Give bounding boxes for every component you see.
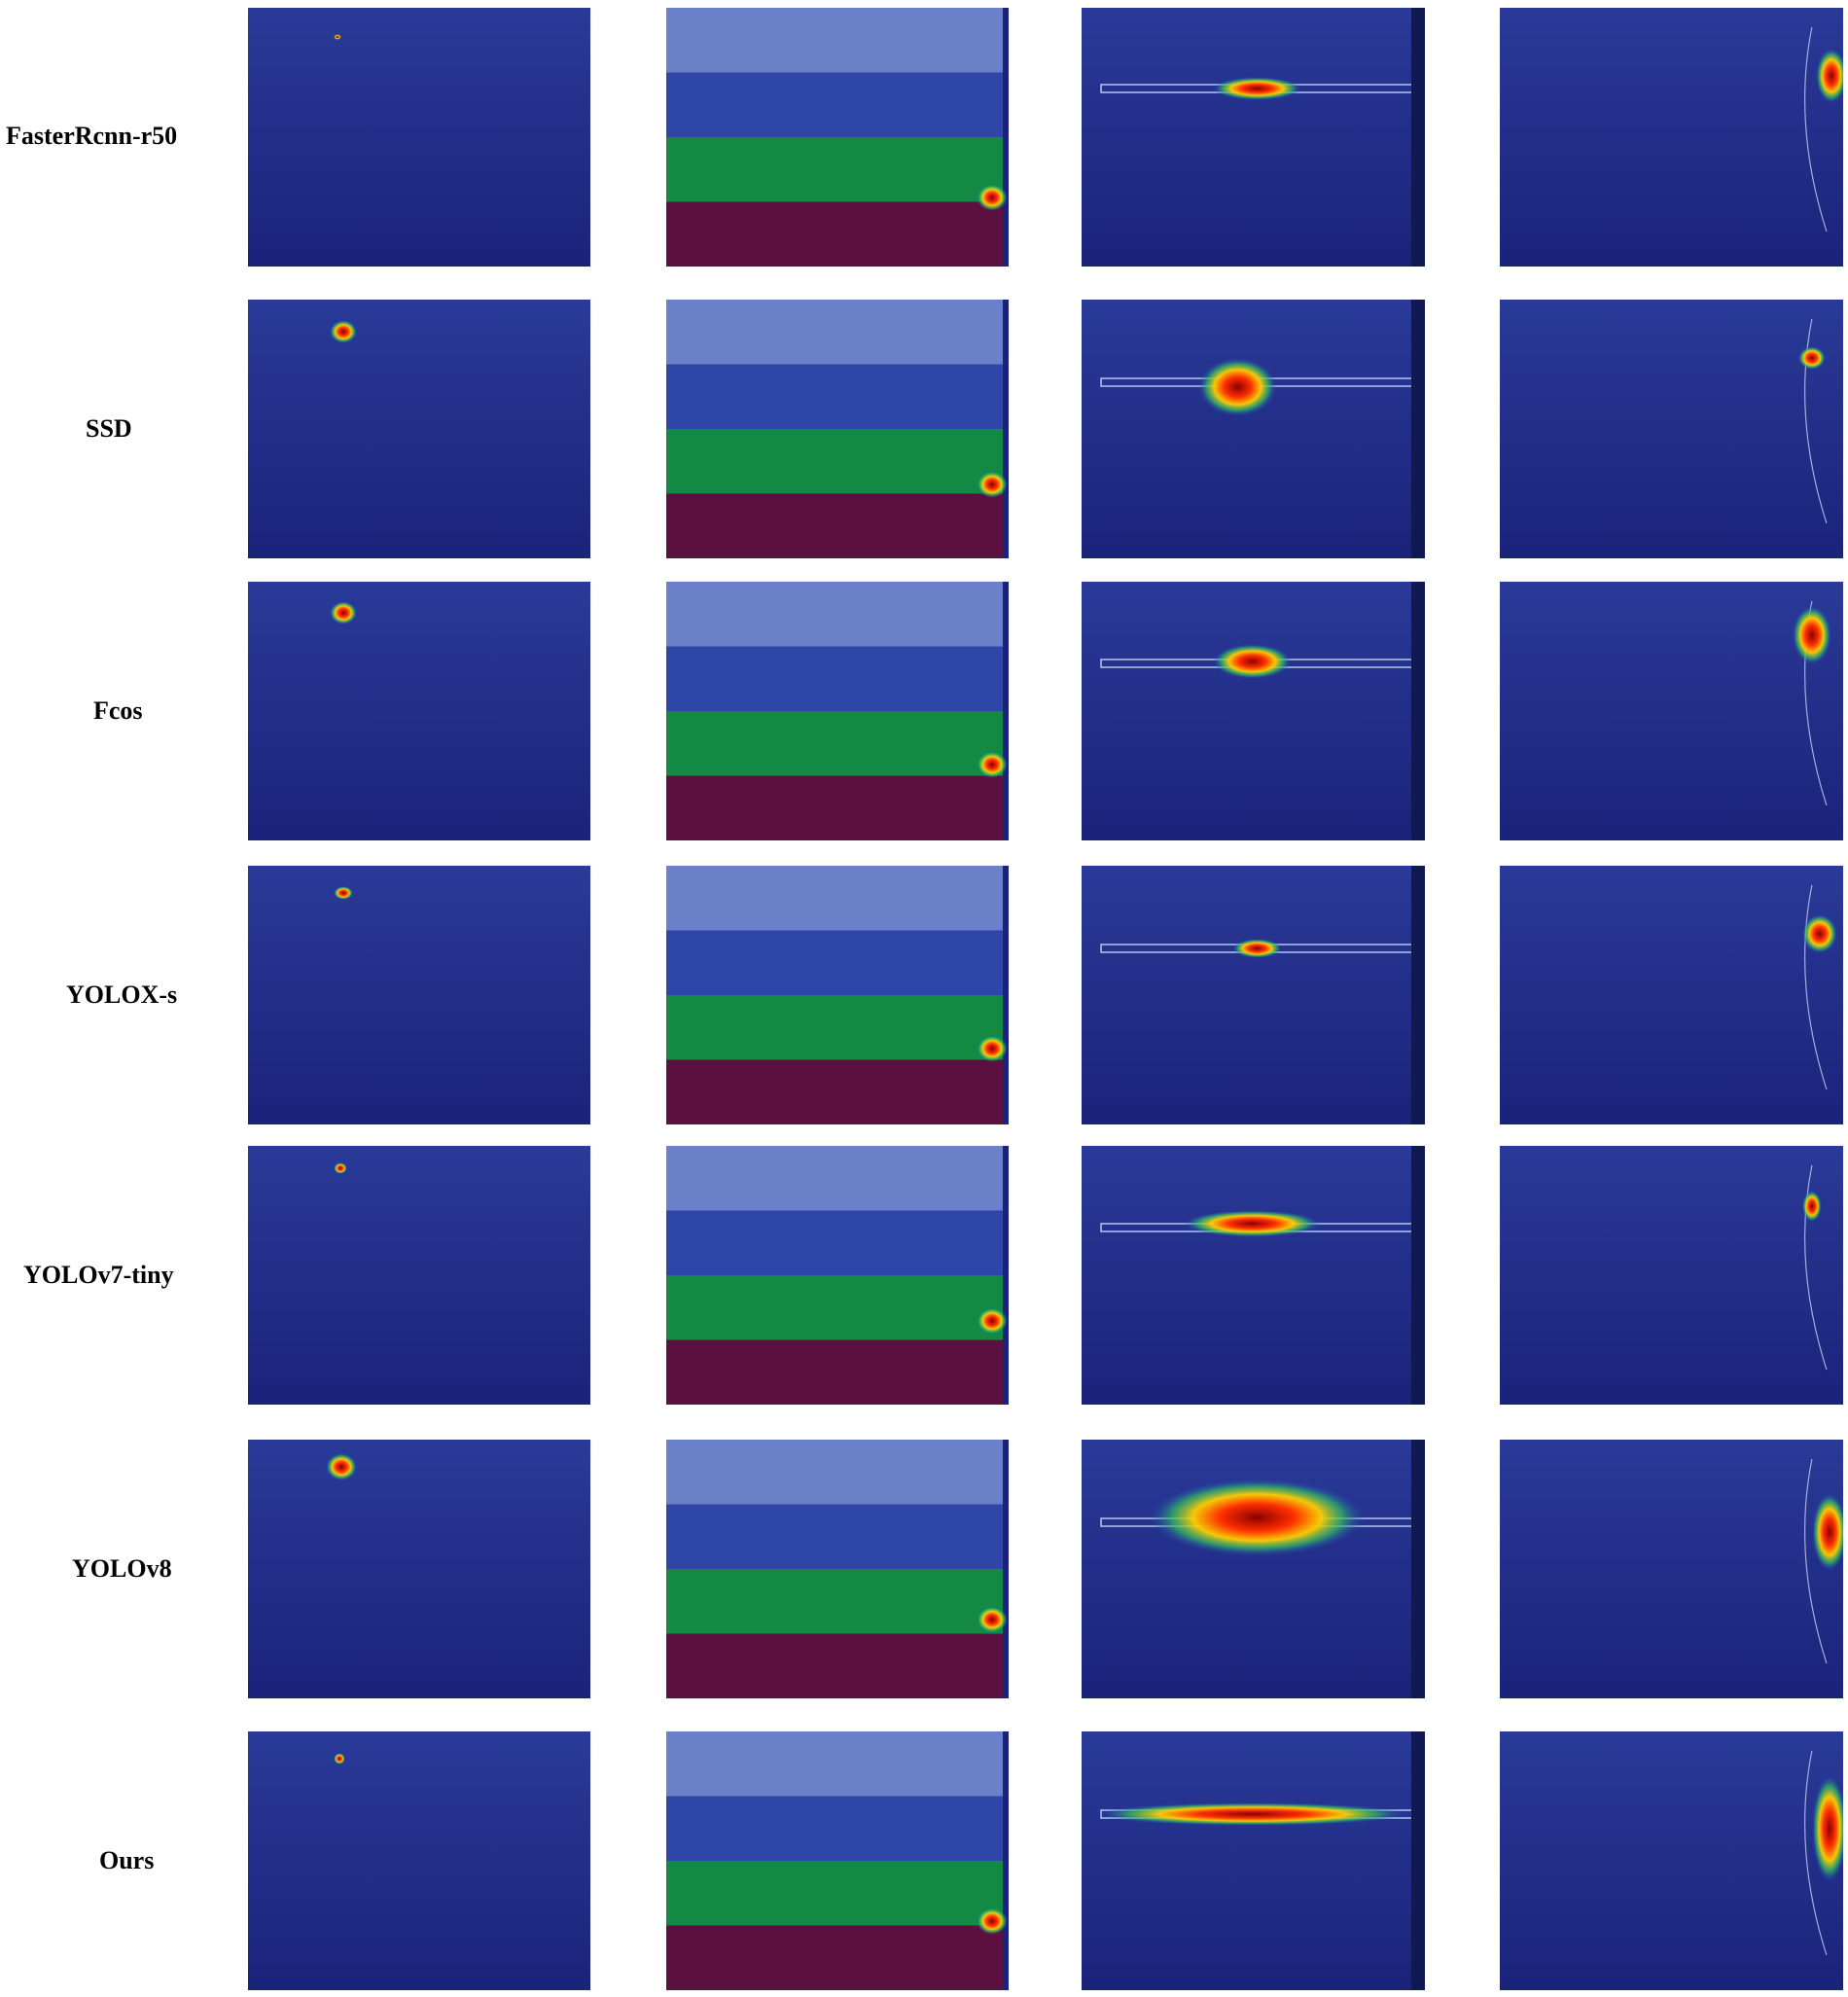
edge-arc [1804, 884, 1828, 1090]
stripe-band [666, 1504, 1009, 1570]
heatmap-panel-edge-defect [1500, 1440, 1843, 1698]
stripe-band [666, 72, 1009, 138]
heat-hotspot [1198, 358, 1277, 416]
stripe-band [666, 711, 1009, 776]
heat-hotspot [977, 184, 1008, 211]
stripe-band [666, 1275, 1009, 1340]
heat-hotspot [977, 751, 1008, 778]
stripe-band [666, 493, 1009, 558]
edge-arc [1804, 1750, 1828, 1956]
heat-hotspot [1213, 77, 1301, 100]
stripe-band [666, 1146, 1009, 1211]
stripe-band [666, 775, 1009, 840]
stripe-band [666, 1731, 1009, 1797]
heatmap-panel-bubble-defect [248, 1731, 590, 1990]
edge-arc [1804, 1458, 1828, 1664]
edge-arc [1804, 1164, 1828, 1371]
stripe-band [666, 1796, 1009, 1862]
heat-hotspot [977, 1035, 1008, 1062]
stripe-band [666, 1440, 1009, 1505]
heatmap-panel-line-defect [1082, 582, 1425, 840]
heatmap-panel-line-defect [1082, 1731, 1425, 1990]
heat-hotspot [1213, 644, 1292, 679]
heatmap-panel-bubble-defect [248, 8, 590, 267]
stripe-band [666, 995, 1009, 1060]
row-label: Fcos [93, 696, 143, 725]
heat-hotspot [330, 320, 357, 343]
row-label: FasterRcnn-r50 [6, 122, 178, 150]
row-label: YOLOv8 [72, 1554, 172, 1583]
row-label: YOLOv7-tiny [23, 1261, 174, 1289]
heat-hotspot [334, 1753, 345, 1765]
row-label: YOLOX-s [66, 981, 178, 1009]
heatmap-panel-stripe-defect [666, 300, 1009, 558]
heat-hotspot [977, 1606, 1008, 1633]
stripe-band [666, 429, 1009, 494]
heatmap-panel-edge-defect [1500, 866, 1843, 1124]
heatmap-panel-stripe-defect [666, 866, 1009, 1124]
heatmap-panel-stripe-defect [666, 1146, 1009, 1405]
heat-hotspot [1096, 1802, 1408, 1826]
heatmap-panel-stripe-defect [666, 1440, 1009, 1698]
edge-arc [1804, 318, 1828, 524]
heat-hotspot [1811, 1493, 1843, 1571]
heat-hotspot [334, 34, 341, 40]
stripe-band [666, 1210, 1009, 1276]
row-label: SSD [86, 414, 132, 443]
stripe-band [666, 1861, 1009, 1926]
heat-hotspot [1801, 914, 1837, 953]
heatmap-panel-stripe-defect [666, 582, 1009, 840]
heatmap-panel-edge-defect [1500, 582, 1843, 840]
heatmap-panel-edge-defect [1500, 8, 1843, 267]
stripe-band [666, 201, 1009, 267]
heatmap-panel-bubble-defect [248, 300, 590, 558]
stripe-band [666, 8, 1009, 73]
heatmap-panel-line-defect [1082, 1146, 1425, 1405]
stripe-band [666, 1059, 1009, 1124]
stripe-band [666, 930, 1009, 996]
heat-hotspot [977, 1908, 1008, 1935]
heat-hotspot [334, 1162, 347, 1174]
heatmap-panel-stripe-defect [666, 8, 1009, 267]
stripe-band [666, 1569, 1009, 1634]
heat-hotspot [1797, 346, 1826, 370]
row-label: Ours [99, 1846, 155, 1874]
heatmap-panel-bubble-defect [248, 1440, 590, 1698]
stripe-band [666, 1339, 1009, 1405]
stripe-band [666, 1925, 1009, 1990]
heat-hotspot [1150, 1479, 1365, 1556]
heat-hotspot [1815, 49, 1843, 103]
heat-hotspot [330, 601, 357, 624]
heat-hotspot [326, 1453, 357, 1480]
heatmap-panel-bubble-defect [248, 866, 590, 1124]
stripe-band [666, 300, 1009, 365]
heatmap-panel-line-defect [1082, 1440, 1425, 1698]
heatmap-panel-stripe-defect [666, 1731, 1009, 1990]
heat-hotspot [1184, 1210, 1321, 1237]
heat-hotspot [1811, 1775, 1843, 1882]
edge-arc [1804, 26, 1828, 232]
heat-hotspot [977, 1307, 1008, 1335]
stripe-band [666, 1633, 1009, 1698]
stripe-band [666, 137, 1009, 202]
stripe-band [666, 646, 1009, 712]
heatmap-panel-edge-defect [1500, 1731, 1843, 1990]
stripe-band [666, 866, 1009, 931]
heatmap-panel-line-defect [1082, 866, 1425, 1124]
heatmap-panel-line-defect [1082, 300, 1425, 558]
heat-hotspot [1232, 939, 1282, 958]
heatmap-panel-edge-defect [1500, 300, 1843, 558]
heat-hotspot [1801, 1191, 1822, 1222]
heat-hotspot [334, 886, 353, 900]
heat-hotspot [977, 471, 1008, 498]
stripe-band [666, 582, 1009, 647]
heatmap-panel-line-defect [1082, 8, 1425, 267]
heat-hotspot [1792, 606, 1831, 664]
heatmap-panel-edge-defect [1500, 1146, 1843, 1405]
heatmap-panel-bubble-defect [248, 1146, 590, 1405]
heatmap-panel-bubble-defect [248, 582, 590, 840]
stripe-band [666, 364, 1009, 430]
